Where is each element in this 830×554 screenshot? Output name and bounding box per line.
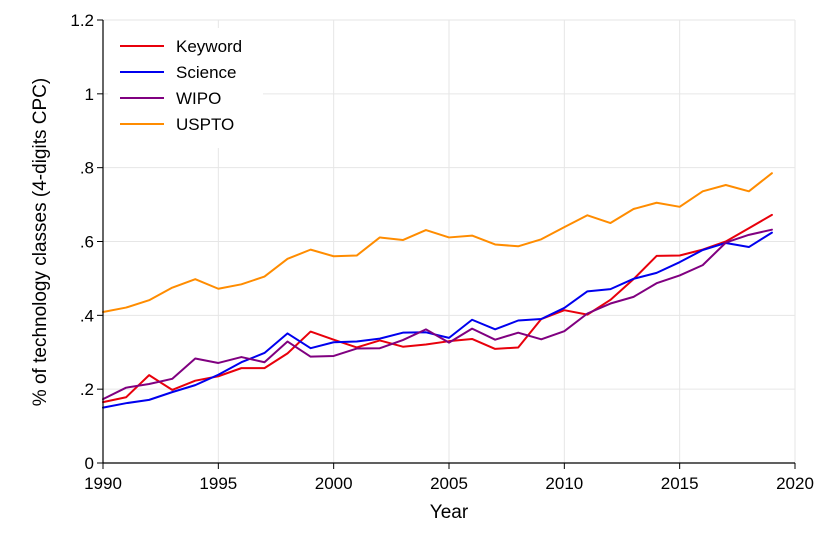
x-tick-label: 1995 <box>199 474 237 493</box>
y-axis-title: % of technology classes (4-digits CPC) <box>30 78 51 406</box>
y-tick-label: .6 <box>80 233 94 252</box>
legend-label-wipo: WIPO <box>176 89 221 108</box>
x-axis-title: Year <box>430 502 469 523</box>
series-line-wipo <box>102 228 773 401</box>
y-tick-label: 1.2 <box>70 11 94 30</box>
legend-label-science: Science <box>176 63 236 82</box>
x-tick-label: 1990 <box>84 474 122 493</box>
legend-label-keyword: Keyword <box>176 37 242 56</box>
x-tick-label: 2005 <box>430 474 468 493</box>
x-tick-label: 2015 <box>661 474 699 493</box>
legend-label-uspto: USPTO <box>176 115 234 134</box>
x-tick-label: 2020 <box>776 474 814 493</box>
x-tick-label: 2010 <box>545 474 583 493</box>
x-tick-label: 2000 <box>315 474 353 493</box>
y-tick-label: .8 <box>80 159 94 178</box>
y-tick-label: .4 <box>80 306 94 325</box>
y-tick-label: 0 <box>85 454 94 473</box>
series-lines <box>102 172 773 409</box>
y-axis-ticks: 0 .2 .4 .6 .8 1 1.2 <box>70 11 103 473</box>
series-line-uspto <box>102 172 773 314</box>
y-tick-label: 1 <box>85 85 94 104</box>
legend: Keyword Science WIPO USPTO <box>108 28 263 148</box>
legend-background <box>108 28 263 148</box>
x-axis-ticks: 1990 1995 2000 2005 2010 2015 2020 <box>84 463 814 493</box>
y-tick-label: .2 <box>80 380 94 399</box>
